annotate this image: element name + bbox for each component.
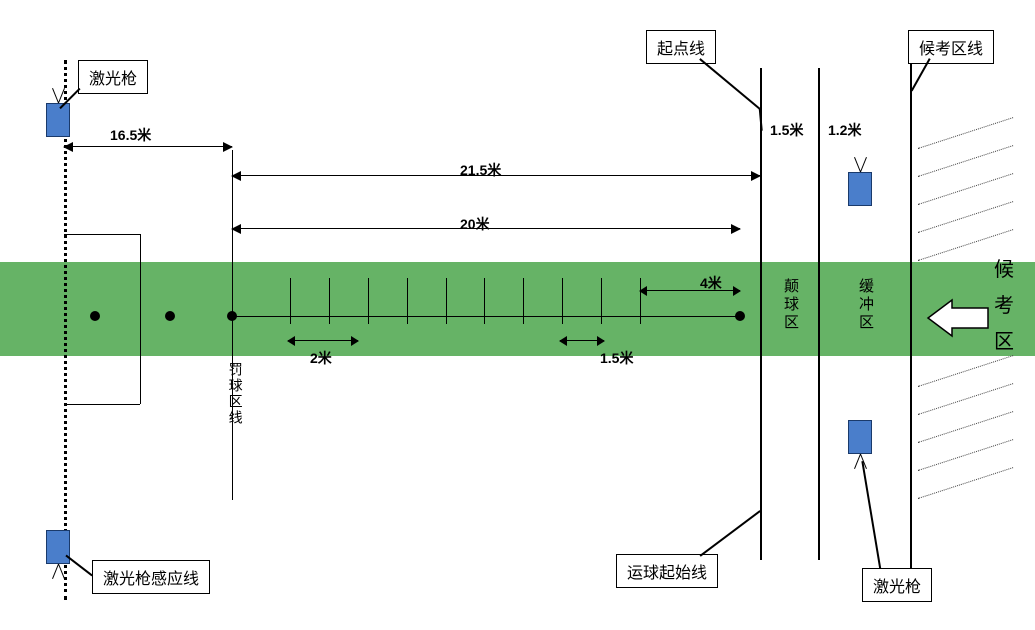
laser-antenna <box>854 454 861 469</box>
obstacle-tick <box>562 278 563 324</box>
callout-laser-top: 激光枪 <box>78 60 148 94</box>
obstacle-axis <box>232 316 740 317</box>
obstacle-tick <box>640 278 641 324</box>
obstacle-tick <box>329 278 330 324</box>
waiting-area-line <box>910 38 912 590</box>
hatch-line <box>918 383 1013 415</box>
hatch-line <box>918 145 1013 177</box>
sensor-dotted-line <box>64 60 67 600</box>
hatch-line <box>918 467 1013 499</box>
dim-label-d4: 4米 <box>700 273 722 293</box>
leader-line <box>700 510 761 556</box>
dim-line-d1_5o <box>560 340 604 341</box>
start-line <box>818 68 820 560</box>
laser-device <box>46 530 70 564</box>
hatch-line <box>918 117 1013 149</box>
obstacle-tick <box>446 278 447 324</box>
dim-1-2m-label: 1.2米 <box>828 120 861 140</box>
field-dot <box>90 311 100 321</box>
field-dot <box>165 311 175 321</box>
field-dot <box>227 311 237 321</box>
dim-line-d4 <box>640 290 740 291</box>
callout-dribble-start: 运球起始线 <box>616 554 718 588</box>
callout-wait-line: 候考区线 <box>908 30 994 64</box>
dim-label-d215: 21.5米 <box>460 160 501 180</box>
goal-box-right <box>140 234 141 404</box>
leader-line <box>700 58 761 109</box>
obstacle-tick <box>601 278 602 324</box>
field-band <box>0 262 1035 356</box>
laser-device <box>46 103 70 137</box>
callout-laser-bottom: 激光枪 <box>862 568 932 602</box>
entry-arrow-icon <box>928 300 988 336</box>
dim-label-d2: 2米 <box>310 348 332 368</box>
hatch-line <box>918 173 1013 205</box>
dim-label-d1_5o: 1.5米 <box>600 348 633 368</box>
buffer-zone-label: 缓冲区 <box>855 278 876 332</box>
diagram-canvas: 16.5米 21.5米 20米 4米 2米 1.5米 1.5米 1.2米 罚球区线 颠球区… <box>0 0 1035 630</box>
hatch-line <box>918 411 1013 443</box>
laser-antenna <box>860 157 867 172</box>
obstacle-tick <box>407 278 408 324</box>
dim-label-d165: 16.5米 <box>110 125 151 145</box>
laser-device <box>848 420 872 454</box>
hatch-line <box>918 439 1013 471</box>
laser-antenna <box>52 564 59 579</box>
dianqiu-zone-label: 颠球区 <box>780 278 801 332</box>
laser-device <box>848 172 872 206</box>
field-dot <box>735 311 745 321</box>
obstacle-tick <box>484 278 485 324</box>
obstacle-tick <box>523 278 524 324</box>
leader-line <box>66 555 93 576</box>
penalty-zone-label: 罚球区线 <box>225 362 245 426</box>
dim-1-5m-label: 1.5米 <box>770 120 803 140</box>
obstacle-tick <box>290 278 291 324</box>
dribble-start-line <box>760 68 762 560</box>
penalty-box-line <box>232 150 233 500</box>
callout-sensor-line: 激光枪感应线 <box>92 560 210 594</box>
waiting-zone-label: 候考区 <box>994 252 1014 360</box>
dim-label-d20: 20米 <box>460 214 490 234</box>
leader-line <box>861 461 880 569</box>
goal-box-bottom <box>64 404 140 405</box>
obstacle-tick <box>368 278 369 324</box>
callout-start-line: 起点线 <box>646 30 716 64</box>
dim-line-d165 <box>64 146 232 147</box>
goal-box-top <box>64 234 140 235</box>
hatch-line <box>918 201 1013 233</box>
hatch-line <box>918 355 1013 387</box>
dim-line-d2 <box>288 340 358 341</box>
